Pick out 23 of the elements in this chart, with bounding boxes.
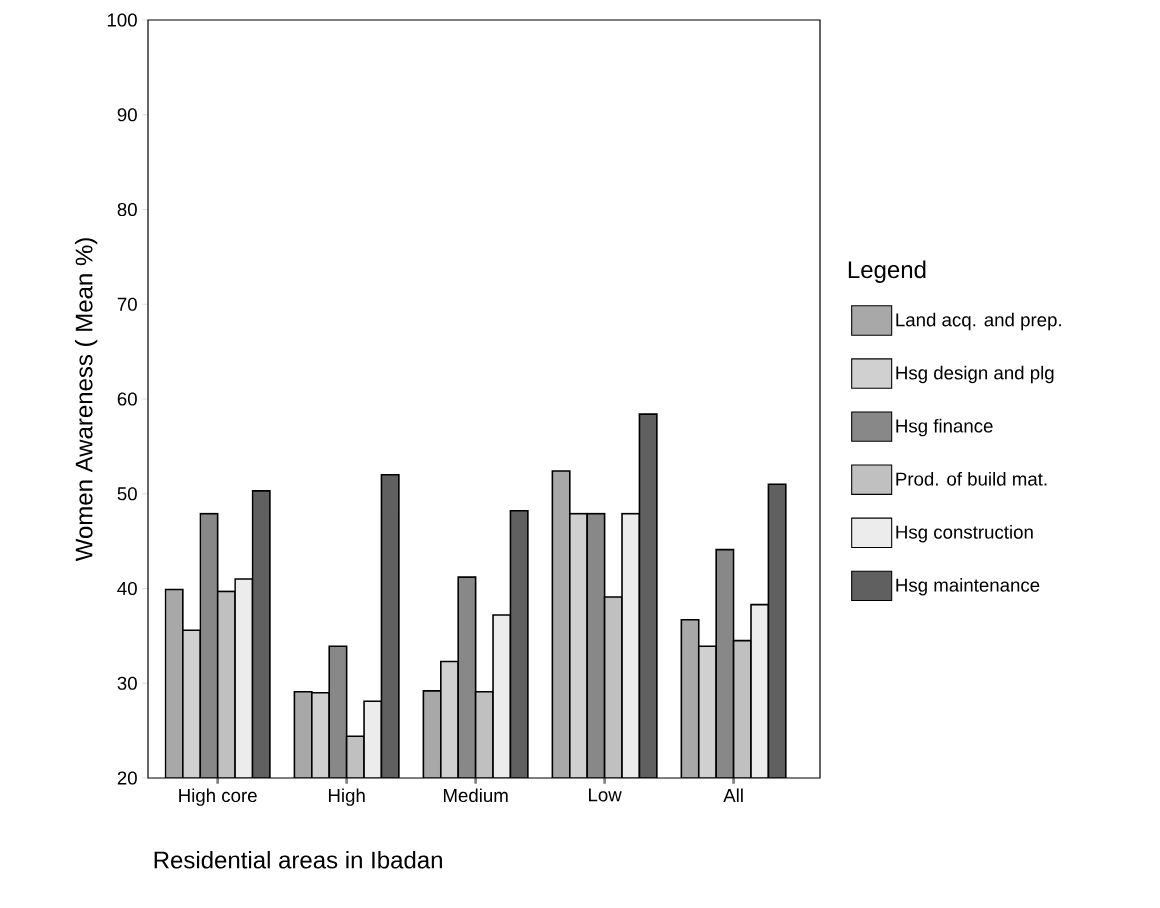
y-tick-label: 100 bbox=[107, 13, 137, 27]
y-tick-label: 30 bbox=[117, 676, 137, 690]
x-tick-label: Low bbox=[589, 788, 622, 802]
x-tick-label: High bbox=[328, 788, 365, 806]
y-tick-label: 80 bbox=[117, 202, 137, 217]
y-axis-title: Women Awareness ( Mean %) bbox=[74, 238, 98, 562]
x-tick-label: Medium bbox=[443, 788, 508, 803]
legend-label: Hsg design and plg bbox=[896, 365, 1054, 384]
legend-label: Land acq. and prep. bbox=[896, 312, 1061, 331]
y-tick-label: 20 bbox=[117, 771, 137, 785]
legend-label: Hsg finance bbox=[896, 418, 993, 437]
y-tick-label: 60 bbox=[117, 392, 137, 406]
y-tick-label: 90 bbox=[117, 108, 137, 122]
x-axis-title: Residential areas in Ibadan bbox=[154, 850, 442, 869]
x-tick-label: High core bbox=[179, 788, 257, 806]
y-tick-label: 40 bbox=[117, 581, 137, 596]
legend-label: Prod. of build mat. bbox=[896, 471, 1047, 486]
y-tick-label: 50 bbox=[117, 487, 137, 501]
legend-title: Legend bbox=[848, 260, 926, 283]
legend-label: Hsg maintenance bbox=[896, 578, 1040, 596]
y-tick-label: 70 bbox=[117, 297, 137, 311]
x-tick-label: All bbox=[723, 788, 743, 802]
legend-label: Hsg construction bbox=[896, 525, 1033, 543]
